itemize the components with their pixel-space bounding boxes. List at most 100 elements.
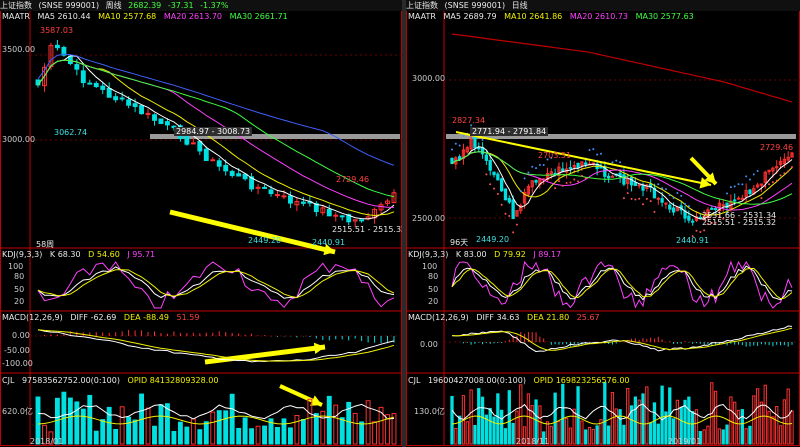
ma-label: MAATR xyxy=(408,12,436,21)
volume-bar xyxy=(694,409,699,445)
sar-dot xyxy=(714,221,717,224)
weekly-chart-canvas[interactable] xyxy=(0,0,402,447)
price-band xyxy=(150,134,400,139)
sar-dot xyxy=(489,183,492,186)
volume-bar xyxy=(530,405,534,445)
volume-bar xyxy=(473,424,477,445)
volume-bar xyxy=(522,426,527,445)
candle-body xyxy=(113,96,119,101)
candle-body xyxy=(500,178,504,192)
volume-bar xyxy=(553,392,557,445)
volume-bar xyxy=(484,414,489,445)
sar-dot xyxy=(726,192,729,195)
annotation-low2: 2449.20 xyxy=(248,236,282,245)
sar-dot xyxy=(554,187,557,190)
ma5-value: MA5 2689.79 xyxy=(443,12,497,21)
price-band xyxy=(446,134,796,139)
volume-bar xyxy=(67,397,73,445)
sar-dot xyxy=(668,194,671,197)
sar-dot xyxy=(523,177,526,180)
candle-body xyxy=(713,208,718,211)
candle-body xyxy=(242,173,248,180)
axis-2500: 2500.00 xyxy=(412,214,446,223)
candle-body xyxy=(268,189,274,195)
candle-body xyxy=(519,204,523,212)
candle-body xyxy=(775,166,779,169)
candle-body xyxy=(740,197,744,200)
candle-body xyxy=(622,174,626,185)
volume-bar xyxy=(675,399,680,445)
volume-bar xyxy=(119,406,125,445)
kdj-label: KDJ(9,3,3) xyxy=(2,250,43,259)
sar-dot xyxy=(787,170,790,173)
macd-axis-0: 0.00 xyxy=(12,331,30,340)
sar-dot xyxy=(512,231,515,234)
annotation-range2: 2515.51 - 2515.32 xyxy=(332,225,407,234)
annotation-high: 2827.34 xyxy=(452,116,486,125)
period-label[interactable]: 日线 xyxy=(511,1,528,10)
annotation-arrow-shaft xyxy=(169,209,336,255)
sar-dot xyxy=(481,138,484,141)
volume-bar xyxy=(385,414,390,445)
sar-dot xyxy=(515,223,518,226)
ma10-value: MA10 2641.86 xyxy=(504,12,563,21)
volume-bar xyxy=(132,419,138,445)
candle-body xyxy=(522,191,527,204)
sar-dot xyxy=(527,171,530,174)
annotation-mid: 2729.46 xyxy=(336,175,370,184)
candle-body xyxy=(132,103,138,108)
daily-chart-canvas[interactable] xyxy=(406,0,800,447)
volume-bar xyxy=(145,407,151,445)
kdj-k: K 83.00 xyxy=(455,250,487,259)
kdj-axis-50: 50 xyxy=(14,285,25,294)
volume-ma2-line xyxy=(37,415,395,425)
sar-dot xyxy=(531,165,534,168)
volume-bar xyxy=(629,405,634,445)
kdj-legend: KDJ(9,3,3) K 83.00 D 79.92 J 89.17 xyxy=(408,250,566,260)
sar-dot xyxy=(729,186,732,189)
kdj-axis-20: 20 xyxy=(428,297,439,306)
candle-body xyxy=(139,105,145,115)
candle-body xyxy=(733,199,737,202)
kdj-axis-80: 80 xyxy=(14,272,25,281)
candle-body xyxy=(576,162,580,168)
sar-dot xyxy=(599,152,602,155)
volume-bar xyxy=(184,426,190,445)
panel-divider[interactable] xyxy=(402,0,406,447)
candle-body xyxy=(698,216,702,219)
volume-bar xyxy=(572,408,576,445)
daily-chart-panel[interactable]: 上证指数 (SNSE 999001) 日线 MAATR MA5 2689.79 … xyxy=(406,0,800,447)
kdj-d: D 54.60 xyxy=(88,250,120,259)
sar-dot xyxy=(573,178,576,181)
candle-body xyxy=(610,175,615,178)
volume-bar xyxy=(511,422,515,445)
candle-body xyxy=(484,154,489,161)
candle-body xyxy=(126,99,132,106)
kdj-d: D 79.92 xyxy=(494,250,526,259)
kdj-j: J 89.17 xyxy=(533,250,562,259)
sar-dot xyxy=(592,148,595,151)
ma30-line xyxy=(37,59,395,198)
kdj-d-line xyxy=(451,267,793,300)
volume-bar xyxy=(106,406,112,445)
candle-body xyxy=(61,46,67,56)
candle-body xyxy=(488,160,492,171)
axis-3500: 3500.00 xyxy=(2,45,36,54)
candle-body xyxy=(557,166,561,176)
candle-body xyxy=(652,187,657,199)
candle-body xyxy=(326,208,332,217)
volume-bar xyxy=(359,421,365,445)
candle-body xyxy=(469,138,473,150)
sar-dot xyxy=(657,183,660,186)
volume-bar xyxy=(152,425,157,445)
sar-dot xyxy=(737,183,740,186)
vol-axis: 130.0亿 xyxy=(414,407,445,416)
volume-bar xyxy=(545,421,550,445)
weekly-chart-panel[interactable]: 上证指数 (SNSE 999001) 周线 2682.39 -37.31 -1.… xyxy=(0,0,406,447)
annotation-range2: 2531.66 - 2531.34 xyxy=(702,211,777,220)
period-label[interactable]: 周线 xyxy=(105,1,122,10)
candle-body xyxy=(503,188,508,201)
sar-dot xyxy=(458,144,461,147)
ma20-value: MA20 2610.73 xyxy=(569,12,629,21)
cjl-vol: 19600427008.00(0:100) xyxy=(427,376,526,385)
